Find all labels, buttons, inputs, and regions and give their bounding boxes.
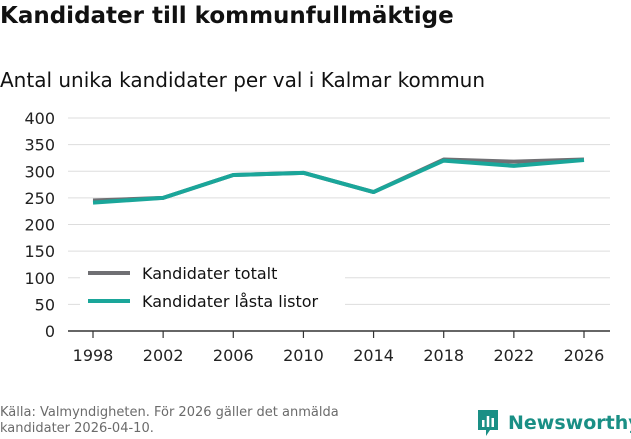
- brand-logo[interactable]: Newsworthy: [476, 408, 631, 438]
- x-tick-label: 2006: [213, 346, 254, 365]
- y-tick-label: 150: [24, 242, 55, 261]
- source-line-1: Källa: Valmyndigheten. För 2026 gäller d…: [0, 405, 339, 420]
- series-lines: [92, 157, 585, 205]
- brand-name: Newsworthy: [508, 412, 631, 434]
- legend-background: [80, 260, 345, 318]
- chart-title: Kandidater till kommunfullmäktige: [0, 3, 454, 29]
- x-tick-label: 2018: [423, 346, 464, 365]
- newsworthy-logo-icon: [478, 410, 498, 436]
- legend-label: Kandidater låsta listor: [142, 292, 319, 311]
- x-tick-label: 2002: [143, 346, 184, 365]
- y-tick-label: 350: [24, 136, 55, 155]
- legend-label: Kandidater totalt: [142, 264, 277, 283]
- y-axis-ticks: 0 50 100 150 200 250 300 350 400: [24, 109, 55, 341]
- y-tick-label: 250: [24, 189, 55, 208]
- series-line-2: [92, 158, 585, 205]
- source-line-2: kandidater 2026-04-10.: [0, 421, 154, 436]
- x-tick-label: 2010: [283, 346, 324, 365]
- y-tick-label: 0: [45, 322, 55, 341]
- legend: Kandidater totalt Kandidater låsta listor: [80, 260, 345, 318]
- y-tick-label: 50: [35, 295, 55, 314]
- y-tick-label: 200: [24, 216, 55, 235]
- x-tick-label: 2014: [353, 346, 394, 365]
- y-tick-label: 400: [24, 109, 55, 128]
- x-tick-label: 1998: [73, 346, 114, 365]
- x-tick-label: 2022: [493, 346, 534, 365]
- y-tick-label: 100: [24, 269, 55, 288]
- source-note: Källa: Valmyndigheten. För 2026 gäller d…: [0, 405, 440, 437]
- line-chart: 0 50 100 150 200 250 300 350 400 1998 2002 2006 201…: [24, 109, 610, 365]
- y-tick-label: 300: [24, 162, 55, 181]
- chart-subtitle: Antal unika kandidater per val i Kalmar …: [0, 68, 486, 92]
- x-axis-ticks: 1998 2002 2006 2010 2014 2018 2022 2026: [73, 331, 605, 365]
- x-tick-label: 2026: [564, 346, 605, 365]
